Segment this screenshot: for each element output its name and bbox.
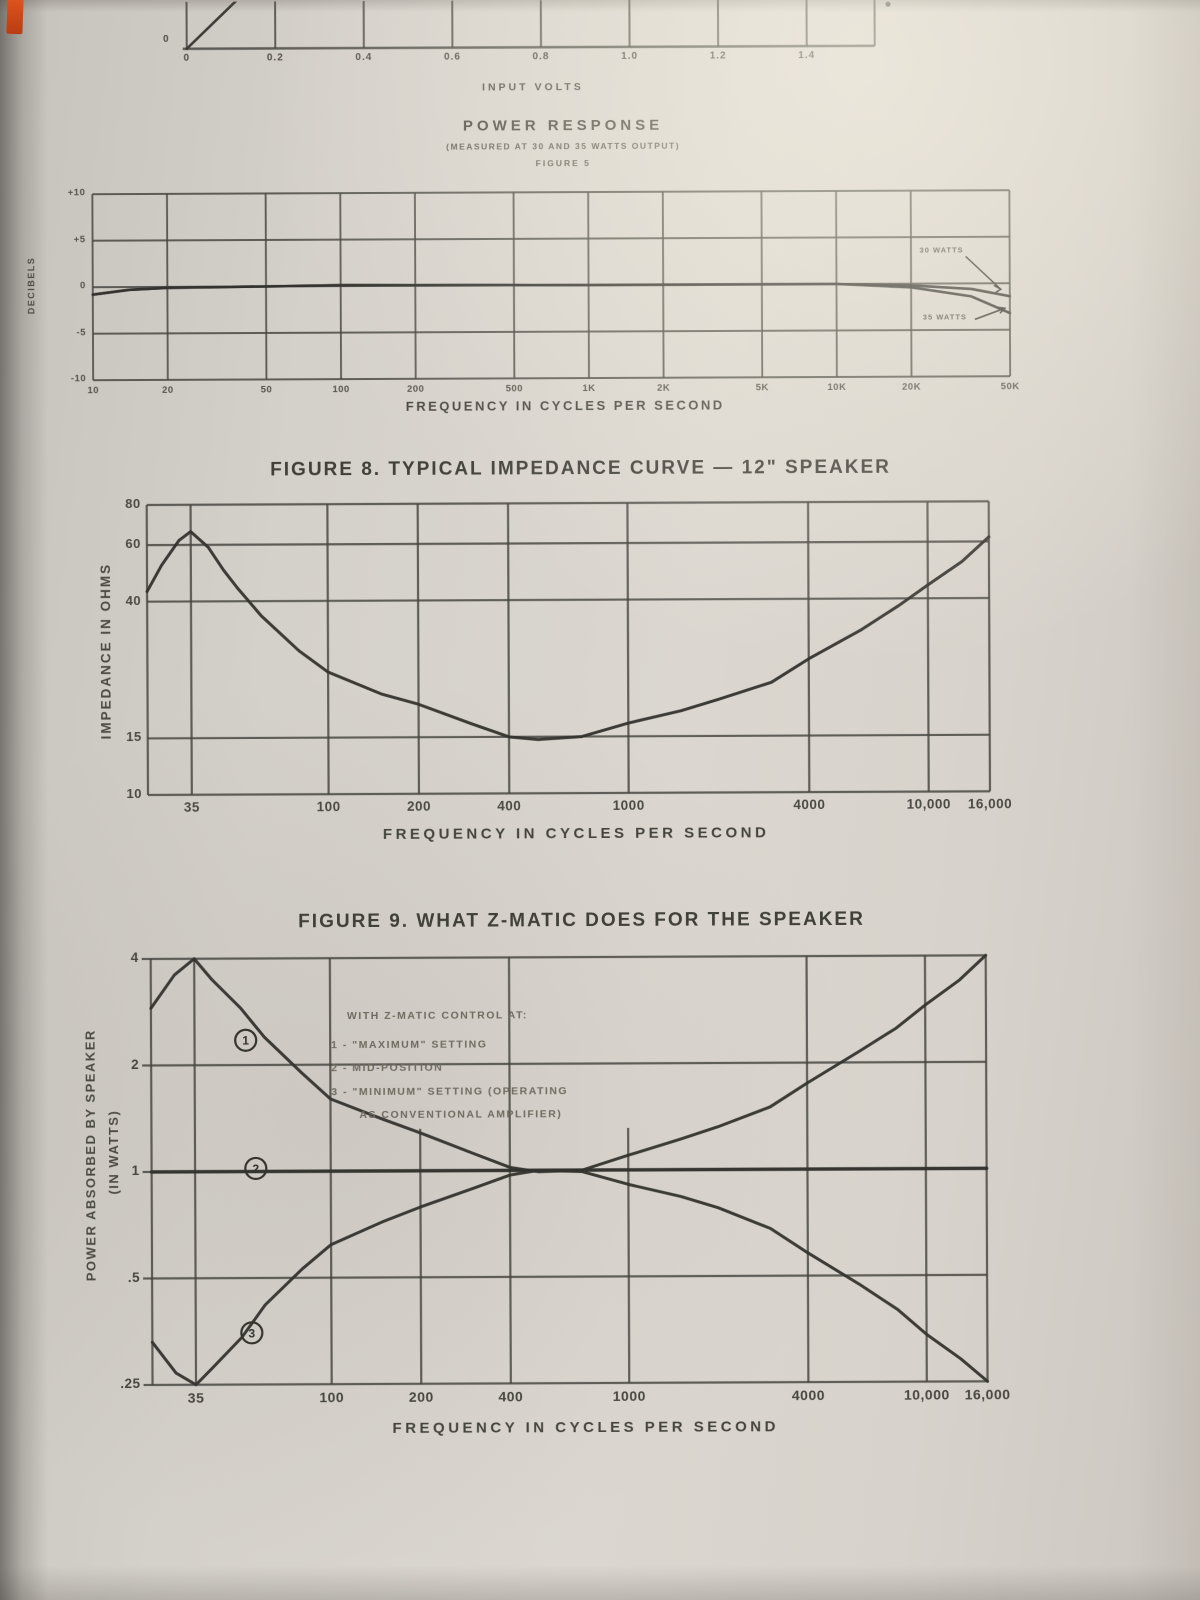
zmatic-legend-line: 1 - "MAXIMUM" SETTING — [331, 1037, 488, 1051]
impedance-y-tick: 10 — [126, 785, 142, 802]
pr-x-tick: 50K — [1000, 381, 1020, 393]
pr-x-tick: 200 — [407, 383, 425, 395]
impedance-x-tick: 35 — [183, 799, 200, 815]
power-response-subtitle: (MEASURED AT 30 AND 35 WATTS OUTPUT) — [446, 140, 681, 152]
impedance-y-tick: 15 — [126, 729, 142, 745]
zmatic-x-tick: 4000 — [791, 1387, 826, 1404]
input-volts-x-tick: 0.4 — [355, 51, 373, 64]
zmatic-x-tick: 35 — [187, 1389, 205, 1406]
impedance-y-tick: 60 — [125, 536, 141, 552]
zmatic-curve-mid — [149, 1166, 989, 1174]
pr-x-tick: 500 — [505, 383, 524, 395]
zmatic-x-tick: 200 — [408, 1388, 434, 1405]
zmatic-y-tick: 1 — [131, 1163, 140, 1179]
input-volts-chart — [182, 0, 876, 51]
zmatic-xlabel: FREQUENCY IN CYCLES PER SECOND — [392, 1418, 779, 1437]
power-response-xlabel: FREQUENCY IN CYCLES PER SECOND — [405, 397, 725, 414]
pr-x-tick: 2K — [657, 382, 671, 394]
red-ink-mark — [6, 0, 24, 35]
pr-y-tick: +10 — [67, 187, 86, 199]
curve-marker-label-1: 1 — [242, 1034, 249, 1048]
input-volts-x-tick: 0.8 — [532, 51, 550, 63]
zmatic-legend-line: AS CONVENTIONAL AMPLIFIER) — [359, 1108, 563, 1122]
pr-x-tick: 10 — [87, 385, 100, 397]
zmatic-legend-line: 3 - "MINIMUM" SETTING (OPERATING — [331, 1084, 569, 1098]
input-volts-xlabel: INPUT VOLTS — [482, 81, 584, 94]
input-volts-x-tick: 1.0 — [621, 50, 639, 62]
pr-y-tick: +5 — [73, 233, 86, 245]
input-volts-x-tick: 0.2 — [266, 52, 284, 64]
impedance-curve — [145, 530, 991, 742]
impedance-chart — [145, 500, 992, 797]
pr-y-tick: -5 — [76, 326, 86, 338]
input-volts-x-tick: 0.6 — [443, 51, 461, 63]
impedance-y-tick: 40 — [125, 592, 142, 608]
zmatic-y-tick: 4 — [130, 950, 139, 966]
impedance-x-tick: 4000 — [793, 797, 826, 813]
pr-x-tick: 10K — [827, 381, 847, 394]
impedance-x-tick: 200 — [406, 798, 432, 814]
zmatic-x-tick: 400 — [498, 1388, 524, 1405]
impedance-x-tick: 100 — [316, 799, 341, 815]
zmatic-legend-line: WITH Z-MATIC CONTROL AT: — [346, 1009, 528, 1023]
impedance-title: FIGURE 8. TYPICAL IMPEDANCE CURVE — 12" … — [270, 456, 891, 481]
impedance-xlabel: FREQUENCY IN CYCLES PER SECOND — [382, 824, 770, 843]
annotation-35-watts: 35 WATTS — [922, 312, 967, 322]
zmatic-title: FIGURE 9. WHAT Z-MATIC DOES FOR THE SPEA… — [298, 908, 865, 933]
pr-x-tick: 5K — [755, 382, 769, 394]
input-volts-partial-curve — [185, 0, 241, 51]
corner-mark — [885, 1, 891, 7]
pr-x-tick: 50 — [260, 384, 273, 396]
pr-x-tick: 100 — [332, 384, 350, 396]
zmatic-y-tick: 2 — [131, 1056, 140, 1072]
zmatic-x-tick: 16,000 — [964, 1386, 1011, 1403]
pr-x-tick: 20K — [902, 381, 922, 393]
zmatic-legend-line: 2 - MID-POSITION — [331, 1061, 444, 1075]
pr-x-tick: 20 — [162, 384, 174, 396]
power-response-ylabel: DECIBELS — [26, 256, 37, 315]
zmatic-x-tick: 1000 — [612, 1387, 646, 1404]
zmatic-legend: WITH Z-MATIC CONTROL AT: 1 - "MAXIMUM" S… — [331, 1009, 569, 1134]
pr-y-tick: -10 — [70, 373, 87, 385]
power-response-chart — [91, 189, 1012, 382]
impedance-ylabel: IMPEDANCE IN OHMS — [98, 562, 114, 740]
curve-30-watts — [91, 282, 1012, 298]
zmatic-chart: 1 2 3 — [141, 953, 990, 1387]
annotation-arrow-30 — [965, 255, 1003, 293]
zmatic-x-tick: 10,000 — [903, 1386, 950, 1403]
curve-marker-circle-2 — [244, 1156, 268, 1181]
curve-marker-label-3: 3 — [248, 1326, 255, 1340]
impedance-x-tick: 400 — [497, 798, 522, 814]
impedance-y-tick: 80 — [125, 496, 141, 512]
input-volts-x-tick: 1.4 — [798, 50, 816, 62]
annotation-arrow-35 — [974, 306, 1007, 321]
impedance-x-tick: 1000 — [612, 797, 645, 813]
zmatic-curve-minimum — [150, 1168, 990, 1387]
curve-marker-circle-3 — [240, 1321, 264, 1345]
annotation-30-watts: 30 WATTS — [919, 245, 964, 255]
power-response-title: POWER RESPONSE — [462, 116, 664, 135]
impedance-x-tick: 16,000 — [967, 796, 1013, 812]
zmatic-y-tick: .25 — [120, 1376, 141, 1392]
pr-x-tick: 1K — [582, 383, 596, 395]
zmatic-ylabel-line1: POWER ABSORBED BY SPEAKER — [82, 1029, 99, 1282]
input-volts-x-tick: 0 — [183, 52, 191, 64]
power-response-figure-label: FIGURE 5 — [535, 158, 591, 169]
zmatic-y-tick: .5 — [127, 1269, 141, 1285]
input-volts-x-tick: 1.2 — [709, 50, 727, 62]
curve-marker-circle-1 — [234, 1028, 258, 1052]
zmatic-x-tick: 100 — [319, 1389, 345, 1406]
pr-y-tick: 0 — [79, 280, 86, 292]
impedance-x-tick: 10,000 — [906, 796, 951, 812]
zmatic-ylabel-line2: (IN WATTS) — [105, 1109, 122, 1195]
curve-marker-label-2: 2 — [252, 1162, 259, 1176]
input-volts-y-origin: 0 — [163, 33, 169, 45]
